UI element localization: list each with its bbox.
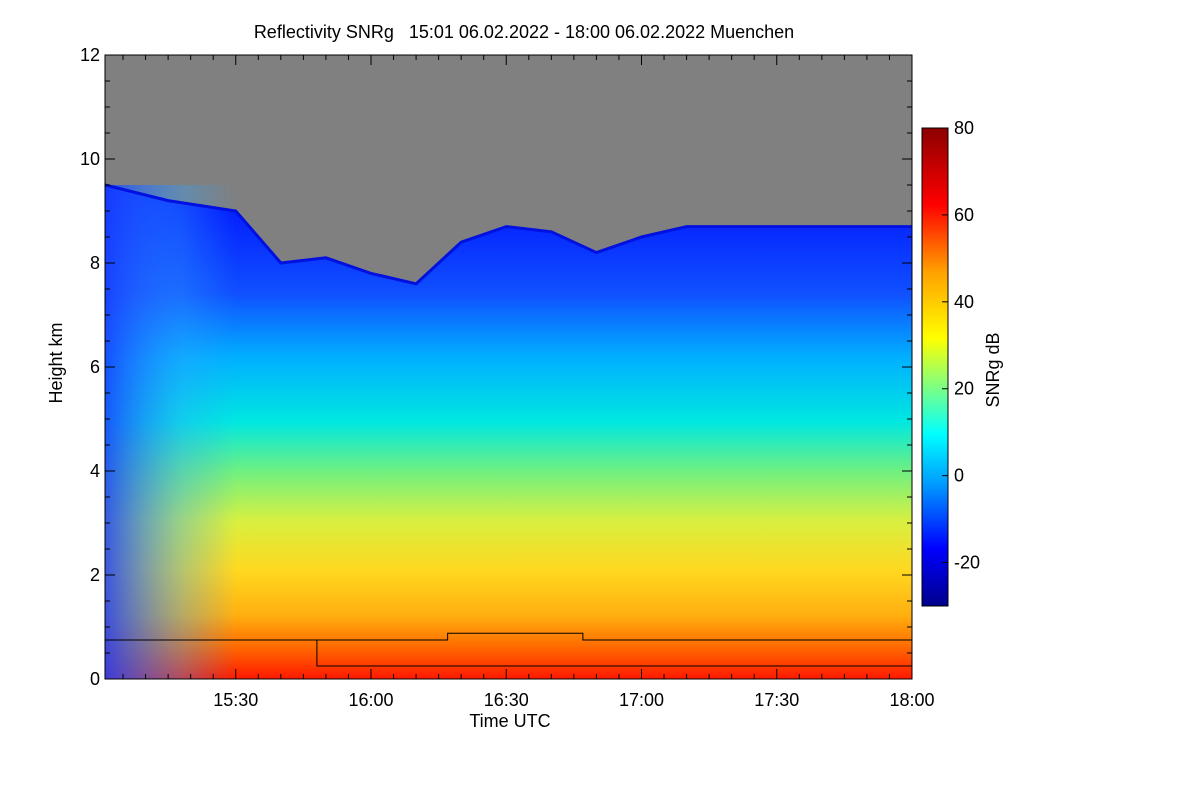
overlay-lines <box>105 632 912 667</box>
colorbar-gradient <box>921 127 949 607</box>
colorbar-tick-label: 60 <box>954 205 974 225</box>
y-axis: 0 2 4 6 8 10 12 <box>80 45 912 689</box>
overlay-line-2 <box>105 632 912 641</box>
x-axis-label: Time UTC <box>469 711 550 731</box>
colorbar-tick-label: 20 <box>954 379 974 399</box>
y-tick-label: 10 <box>80 149 100 169</box>
colorbar-tick-label: 40 <box>954 292 974 312</box>
y-tick-label: 4 <box>90 461 100 481</box>
y-tick-label: 0 <box>90 669 100 689</box>
x-tick-label: 15:30 <box>213 690 258 710</box>
echo-top-edge <box>105 183 912 286</box>
x-tick-label: 17:00 <box>619 690 664 710</box>
x-tick-label: 17:30 <box>754 690 799 710</box>
echo-region <box>105 183 912 679</box>
plot-area <box>105 55 912 679</box>
colorbar: -20 0 20 40 60 80 SNRg dB <box>921 118 1003 607</box>
y-tick-label: 6 <box>90 357 100 377</box>
early-echo-tint <box>105 185 236 679</box>
x-tick-label: 16:30 <box>484 690 529 710</box>
colorbar-tick-label: 80 <box>954 118 974 138</box>
x-axis: 15:30 16:00 16:30 17:00 17:30 18:00 <box>122 55 935 710</box>
colorbar-tick-label: -20 <box>954 553 980 573</box>
colorbar-ticks: -20 0 20 40 60 80 <box>942 118 980 573</box>
y-tick-label: 2 <box>90 565 100 585</box>
chart-title: Reflectivity SNRg 15:01 06.02.2022 - 18:… <box>254 22 794 42</box>
y-axis-label: Height km <box>46 322 66 403</box>
x-tick-label: 18:00 <box>889 690 934 710</box>
colorbar-tick-label: 0 <box>954 466 964 486</box>
echo-area <box>105 185 912 679</box>
x-tick-label: 16:00 <box>348 690 393 710</box>
y-tick-label: 8 <box>90 253 100 273</box>
colorbar-label: SNRg dB <box>983 332 1003 407</box>
y-tick-label: 12 <box>80 45 100 65</box>
